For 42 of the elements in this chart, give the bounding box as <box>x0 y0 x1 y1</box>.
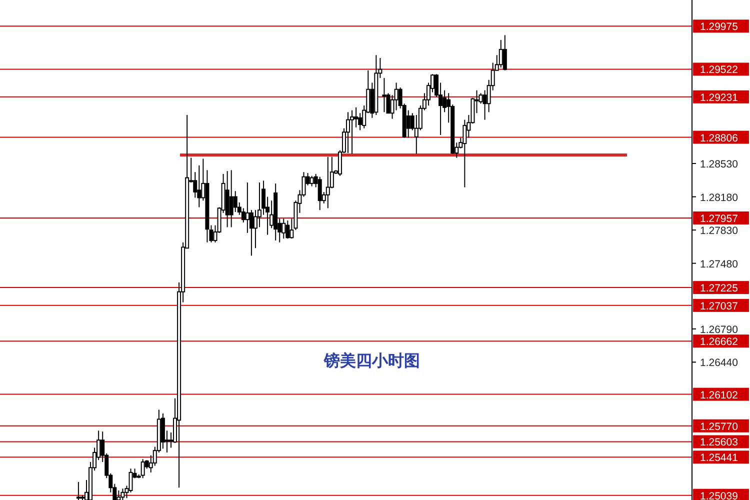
candlestick <box>116 490 121 500</box>
candlestick <box>160 413 165 450</box>
ref-line-label: 1.25441 <box>700 452 738 464</box>
ref-line-label: 1.29522 <box>700 64 738 76</box>
ref-line-label: 1.27957 <box>700 212 738 225</box>
y-tick-label: 1.28530 <box>700 158 738 170</box>
candlestick <box>140 458 145 479</box>
ref-line-label: 1.27225 <box>700 282 738 295</box>
candlestick <box>233 190 238 212</box>
candlestick <box>354 106 358 128</box>
candlestick <box>310 175 314 187</box>
ref-line-label: 1.28806 <box>700 132 738 144</box>
candlestick <box>229 170 234 228</box>
ref-line-label: 1.25770 <box>700 420 738 433</box>
ref-line-label: 1.29231 <box>700 92 738 104</box>
annotation: 镑美四小时图 <box>323 351 420 370</box>
candlestick <box>382 77 386 113</box>
ref-line-label: 1.26102 <box>700 389 738 402</box>
candlestick <box>76 481 80 500</box>
candlestick <box>120 488 125 500</box>
candlestick <box>498 39 503 68</box>
candlestick <box>318 176 322 211</box>
ref-line-label: 1.27037 <box>700 300 738 312</box>
ref-line-label: 1.29975 <box>700 21 738 34</box>
y-tick-label: 1.27830 <box>700 225 738 238</box>
ref-line-label: 1.25603 <box>700 436 738 449</box>
candlestick <box>128 468 133 493</box>
y-tick-label: 1.26440 <box>700 357 738 370</box>
candlestick <box>462 119 467 188</box>
y-tick-label: 1.26790 <box>700 324 738 336</box>
y-tick-label: 1.27480 <box>700 258 738 270</box>
candlestick <box>326 156 330 209</box>
candlestick <box>502 34 507 71</box>
candlestick <box>197 164 202 208</box>
candlestick <box>350 110 354 154</box>
candlestick <box>245 182 250 234</box>
candlestick <box>282 218 286 240</box>
candlestick <box>346 112 350 154</box>
ref-line-label: 1.26662 <box>700 336 738 348</box>
ref-line-label: 1.25039 <box>700 490 738 500</box>
y-tick-label: 1.28180 <box>700 192 738 204</box>
candlestick <box>286 220 290 240</box>
